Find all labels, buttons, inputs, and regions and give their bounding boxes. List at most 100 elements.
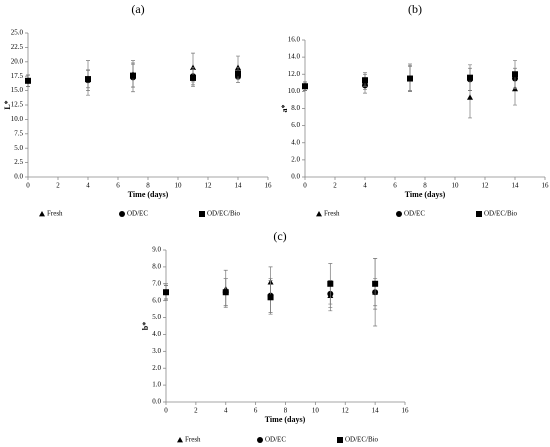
x-tick-label: 6 — [393, 182, 397, 190]
marker-square — [512, 71, 518, 78]
x-tick-label: 14 — [235, 182, 243, 190]
x-tick-label: 0 — [303, 182, 307, 190]
x-tick-label: 12 — [342, 407, 350, 415]
y-tick-label: 2.5 — [14, 158, 23, 166]
y-tick-label: 20.0 — [11, 57, 24, 65]
legend-label: Fresh — [324, 210, 340, 218]
x-tick-label: 10 — [312, 407, 320, 415]
x-tick-label: 4 — [363, 182, 367, 190]
y-tick-label: 6.0 — [291, 121, 300, 129]
marker-circle — [257, 437, 263, 443]
y-tick-label: 16.0 — [288, 36, 301, 44]
x-tick-label: 12 — [205, 182, 213, 190]
x-tick-label: 16 — [402, 407, 410, 415]
x-tick-label: 8 — [423, 182, 427, 190]
marker-triangle — [177, 437, 183, 443]
y-tick-label: 10.0 — [288, 87, 301, 95]
marker-circle — [396, 211, 402, 217]
y-tick-label: 7.0 — [152, 279, 161, 287]
y-tick-label: 22.5 — [11, 43, 24, 51]
legend-label: Fresh — [185, 436, 201, 444]
marker-triangle — [316, 211, 322, 217]
x-tick-label: 16 — [265, 182, 273, 190]
marker-square — [222, 289, 229, 296]
x-tick-label: 2 — [56, 182, 60, 190]
y-tick-label: 7.5 — [14, 129, 23, 137]
chart-title: (a) — [131, 2, 144, 16]
legend-label: OD/EC/Bio — [345, 436, 379, 444]
marker-square — [25, 77, 31, 84]
legend-label: OD/EC — [404, 210, 425, 218]
chart-title: (c) — [273, 229, 286, 243]
y-tick-label: 4.0 — [152, 330, 161, 338]
y-tick-label: 8.0 — [291, 104, 300, 112]
marker-square — [407, 75, 413, 82]
chart-title: (b) — [408, 2, 422, 16]
x-tick-label: 14 — [512, 182, 520, 190]
legend-label: OD/EC — [127, 210, 148, 218]
marker-square — [372, 280, 379, 287]
marker-square — [362, 77, 368, 84]
x-tick-label: 2 — [333, 182, 337, 190]
y-axis-label: a* — [280, 105, 289, 113]
y-tick-label: 0.0 — [14, 173, 23, 181]
marker-square — [190, 74, 196, 81]
y-tick-label: 5.0 — [152, 313, 161, 321]
y-tick-label: 17.5 — [11, 72, 24, 80]
marker-square — [267, 294, 274, 301]
y-tick-label: 10.0 — [11, 115, 24, 123]
y-tick-label: 8.0 — [152, 262, 161, 270]
y-tick-label: 0.0 — [152, 398, 161, 406]
marker-square — [302, 83, 308, 90]
marker-square — [467, 74, 473, 81]
marker-square — [235, 70, 241, 77]
x-tick-label: 0 — [164, 407, 168, 415]
x-tick-label: 10 — [175, 182, 183, 190]
x-tick-label: 6 — [116, 182, 120, 190]
y-tick-label: 6.0 — [152, 296, 161, 304]
marker-square — [476, 211, 482, 217]
legend-label: Fresh — [47, 210, 63, 218]
x-tick-label: 12 — [482, 182, 490, 190]
legend-label: OD/EC/Bio — [207, 210, 241, 218]
marker-circle — [119, 211, 125, 217]
marker-triangle — [467, 94, 473, 100]
marker-square — [327, 280, 334, 287]
marker-square — [163, 289, 169, 296]
marker-triangle — [39, 211, 45, 217]
x-tick-label: 10 — [452, 182, 460, 190]
x-tick-label: 8 — [284, 407, 288, 415]
y-tick-label: 1.0 — [152, 381, 161, 389]
y-axis-label: b* — [141, 322, 150, 330]
x-tick-label: 6 — [254, 407, 258, 415]
x-tick-label: 4 — [224, 407, 228, 415]
y-tick-label: 2.0 — [291, 155, 300, 163]
y-tick-label: 12.0 — [288, 70, 301, 78]
y-tick-label: 15.0 — [11, 86, 24, 94]
marker-square — [130, 72, 136, 79]
marker-square — [199, 211, 205, 217]
y-tick-label: 0.0 — [291, 173, 300, 181]
y-tick-label: 14.0 — [288, 53, 301, 61]
x-tick-label: 14 — [372, 407, 380, 415]
x-tick-label: 0 — [26, 182, 30, 190]
x-tick-label: 8 — [146, 182, 150, 190]
x-axis-label: Time (days) — [405, 190, 446, 199]
legend-label: OD/EC/Bio — [484, 210, 518, 218]
y-tick-label: 3.0 — [152, 347, 161, 355]
x-axis-label: Time (days) — [265, 415, 306, 424]
marker-square — [85, 76, 91, 83]
y-tick-label: 2.0 — [152, 364, 161, 372]
y-axis-label: L* — [3, 100, 12, 109]
y-tick-label: 9.0 — [152, 246, 161, 254]
x-tick-label: 4 — [86, 182, 90, 190]
x-axis-label: Time (days) — [128, 190, 169, 199]
y-tick-label: 4.0 — [291, 138, 300, 146]
marker-square — [337, 437, 343, 443]
x-tick-label: 2 — [194, 407, 198, 415]
y-tick-label: 25.0 — [11, 29, 24, 37]
y-tick-label: 5.0 — [14, 144, 23, 152]
y-tick-label: 12.5 — [11, 101, 24, 109]
x-tick-label: 16 — [542, 182, 550, 190]
